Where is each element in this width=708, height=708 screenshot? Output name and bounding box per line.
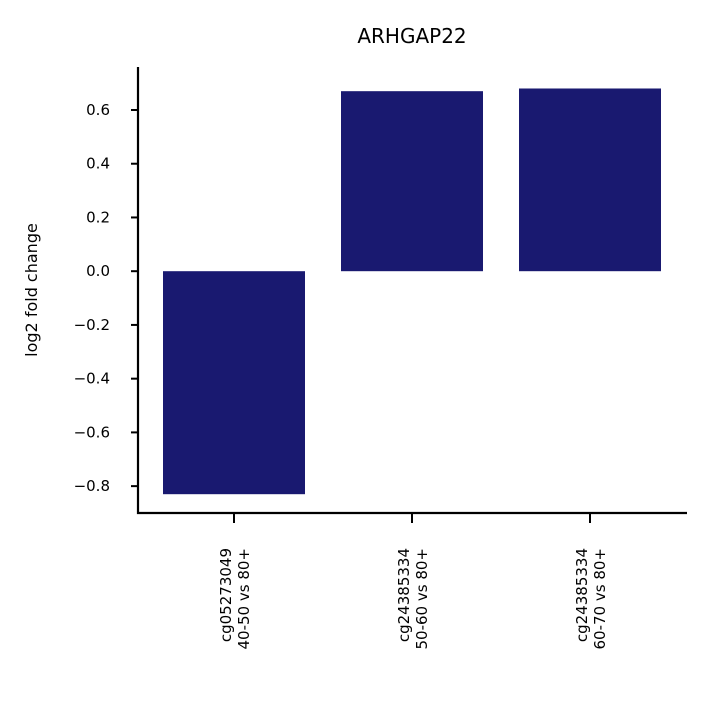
x-tick-label: cg0527304940-50 vs 80+ [217, 548, 253, 649]
y-tick-label: 0.4 [86, 155, 110, 173]
y-tick-label: −0.6 [74, 423, 110, 441]
y-tick-label: −0.8 [74, 477, 110, 495]
axes [136, 67, 687, 515]
x-tick-label: cg2438533460-70 vs 80+ [573, 548, 609, 649]
bar-1 [163, 271, 305, 495]
y-tick-label: −0.2 [74, 316, 110, 334]
x-axis-ticks: cg0527304940-50 vs 80+ cg2438533450-60 vs… [217, 513, 609, 649]
bar-2 [341, 91, 483, 272]
y-axis-label: log2 fold change [22, 223, 41, 357]
y-tick-label: 0.0 [86, 262, 110, 280]
bar-3 [519, 88, 661, 272]
y-axis-ticks: −0.8 −0.6 −0.4 −0.2 0.0 0.2 0.4 0.6 [74, 101, 138, 495]
chart-title: ARHGAP22 [357, 24, 466, 48]
y-tick-label: −0.4 [74, 370, 110, 388]
x-tick-label: cg2438533450-60 vs 80+ [395, 548, 431, 649]
bars-group [163, 88, 661, 495]
y-tick-label: 0.6 [86, 101, 110, 119]
y-tick-label: 0.2 [86, 208, 110, 226]
